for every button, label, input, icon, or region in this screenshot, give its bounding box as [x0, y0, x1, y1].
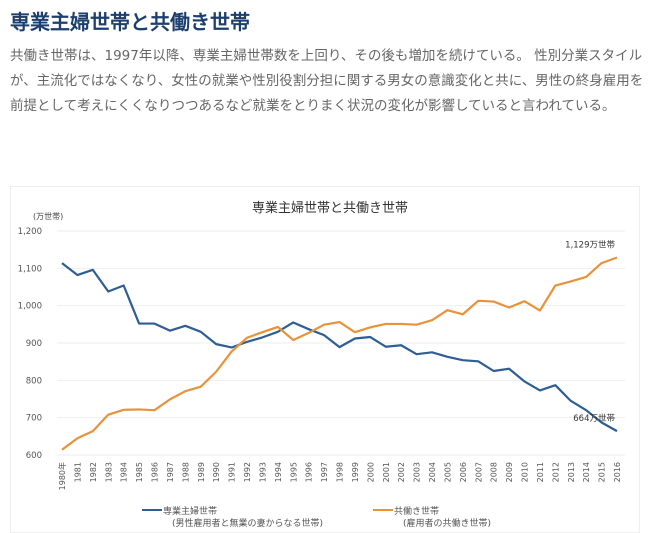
y-axis-label: (万世帯)	[33, 211, 63, 221]
x-tick-label: 1998	[336, 462, 345, 482]
x-tick-label: 1995	[289, 462, 298, 482]
x-tick-label: 2012	[551, 462, 560, 482]
y-tick-label: 900	[26, 339, 42, 349]
y-tick-label: 1,200	[18, 227, 42, 237]
x-tick-label: 1997	[320, 462, 329, 482]
end-label: 1,129万世帯	[565, 240, 615, 251]
legend-label: 専業主婦世帯	[163, 505, 217, 517]
x-tick-label: 2006	[459, 462, 468, 482]
x-tick-label: 2007	[474, 462, 483, 482]
x-tick-label: 2002	[397, 462, 406, 482]
x-tick-label: 2004	[428, 462, 437, 482]
x-tick-label: 2003	[413, 462, 422, 482]
x-tick-label: 2013	[567, 462, 576, 482]
series-line-1	[62, 258, 617, 450]
x-tick-label: 2015	[598, 462, 607, 482]
x-tick-label: 2010	[521, 462, 530, 482]
y-tick-label: 1,100	[18, 264, 42, 274]
y-tick-label: 1,000	[18, 302, 42, 312]
x-tick-label: 1999	[351, 462, 360, 482]
y-tick-label: 800	[26, 376, 42, 386]
x-tick-label: 1989	[197, 462, 206, 482]
x-tick-label: 1985	[135, 462, 144, 482]
y-tick-label: 600	[26, 451, 42, 461]
legend-sublabel: (男性雇用者と無業の妻からなる世帯)	[172, 517, 323, 529]
x-tick-label: 2011	[536, 462, 545, 482]
x-tick-label: 2001	[382, 462, 391, 482]
x-tick-label: 1980年	[57, 462, 67, 490]
end-label: 664万世帯	[573, 413, 615, 424]
x-tick-label: 1991	[228, 462, 237, 482]
x-tick-label: 1984	[120, 462, 129, 482]
x-tick-label: 2009	[505, 462, 514, 482]
x-tick-label: 1983	[104, 462, 113, 482]
x-tick-label: 2016	[613, 462, 622, 482]
x-tick-label: 1981	[73, 462, 82, 482]
x-tick-label: 1992	[243, 462, 252, 482]
x-tick-label: 1994	[274, 462, 283, 482]
y-tick-label: 700	[26, 414, 42, 424]
x-tick-label: 1982	[89, 462, 98, 482]
x-tick-label: 1986	[151, 462, 160, 482]
legend-sublabel: (雇用者の共働き世帯)	[403, 517, 491, 529]
x-tick-label: 1990	[212, 462, 221, 482]
chart-title: 専業主婦世帯と共働き世帯	[252, 200, 408, 216]
x-tick-label: 1993	[258, 462, 267, 482]
x-tick-label: 2008	[490, 462, 499, 482]
x-tick-label: 1988	[181, 462, 190, 482]
x-tick-label: 2014	[582, 462, 591, 482]
x-tick-label: 1996	[305, 462, 314, 482]
x-tick-label: 2000	[366, 462, 375, 482]
x-tick-label: 1987	[166, 462, 175, 482]
legend-label: 共働き世帯	[394, 505, 439, 517]
x-tick-label: 2005	[443, 462, 452, 482]
